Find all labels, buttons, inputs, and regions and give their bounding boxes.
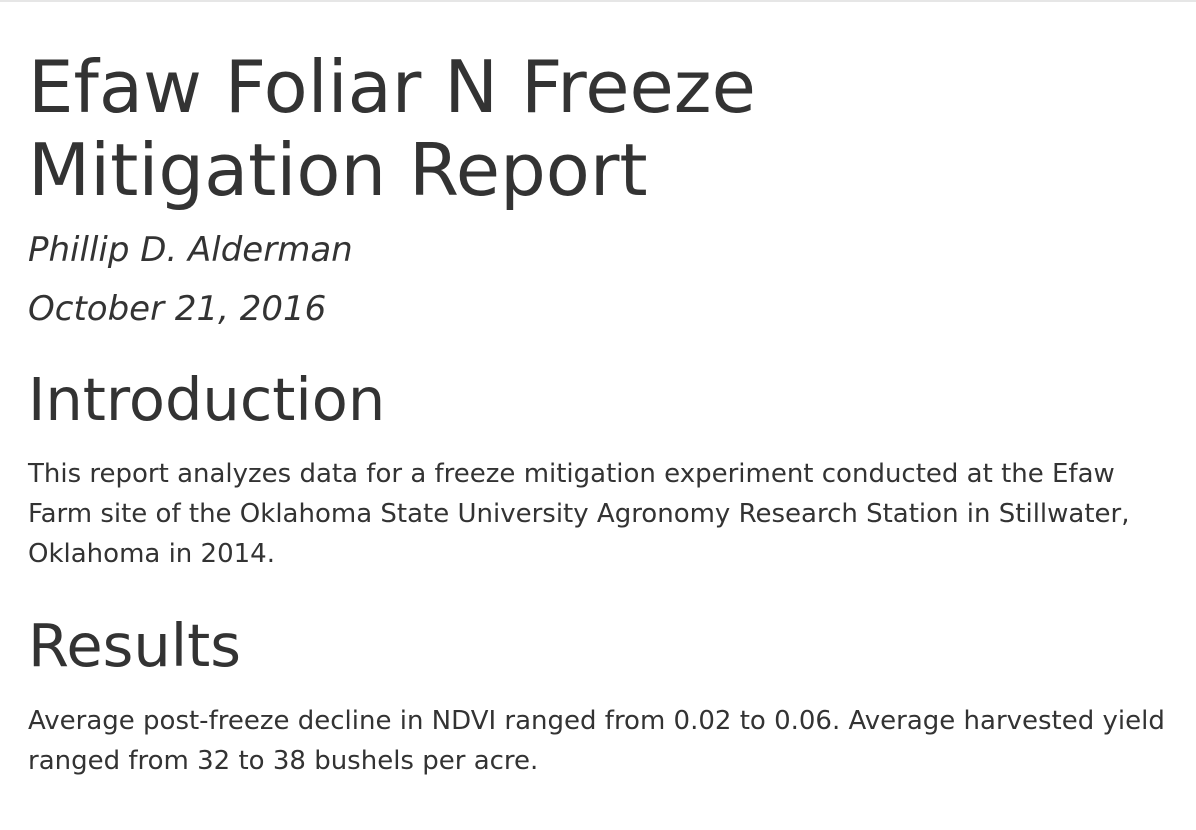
report-date: October 21, 2016 (28, 289, 327, 329)
section-body-introduction: This report analyzes data for a freeze m… (28, 459, 1130, 569)
section-heading-introduction: Introduction (28, 365, 386, 434)
section-body-results: Average post-freeze decline in NDVI rang… (28, 706, 1165, 776)
section-heading-results: Results (28, 611, 242, 680)
report-title: Efaw Foliar N Freeze Mitigation Report (28, 45, 756, 212)
report-author: Phillip D. Alderman (28, 230, 353, 270)
